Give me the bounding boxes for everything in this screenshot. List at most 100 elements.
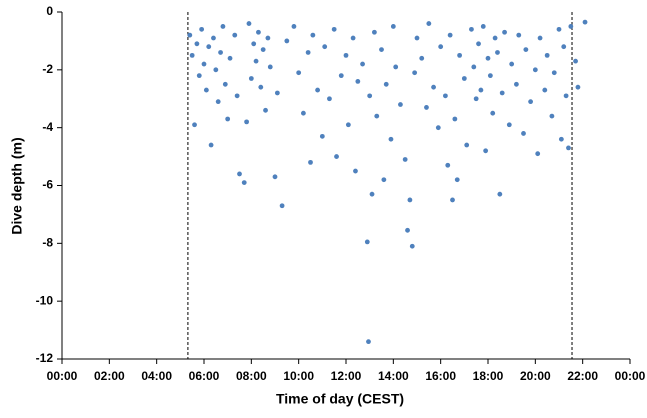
y-tick-label: -2 [42, 62, 53, 76]
data-point [487, 73, 493, 79]
x-tick-label: 12:00 [331, 369, 362, 383]
data-point [196, 73, 202, 79]
data-point [201, 61, 207, 67]
data-point [263, 107, 268, 113]
data-point [383, 81, 389, 87]
data-point [203, 87, 209, 93]
data-point [426, 21, 432, 26]
data-point [246, 21, 252, 26]
data-point [322, 44, 328, 50]
data-point [267, 64, 273, 70]
data-point [516, 32, 522, 38]
x-tick-label: 08:00 [236, 369, 267, 383]
data-point [345, 122, 351, 128]
data-point [189, 52, 195, 58]
data-point [338, 73, 344, 79]
data-point [296, 70, 302, 76]
data-point [471, 64, 477, 70]
y-tick-label: 0 [46, 4, 53, 18]
data-point [492, 35, 498, 41]
data-point [381, 177, 387, 183]
data-point [308, 159, 313, 165]
data-point [244, 119, 250, 125]
x-tick-label: 02:00 [94, 369, 125, 383]
data-point [528, 99, 533, 105]
data-point [485, 55, 491, 61]
data-point [478, 87, 484, 93]
data-point [447, 32, 453, 38]
data-point [355, 79, 361, 84]
data-point [556, 26, 562, 32]
data-point [568, 24, 574, 29]
data-point [575, 84, 581, 90]
data-point [514, 81, 519, 87]
x-tick-label: 00:00 [615, 369, 646, 383]
data-point [537, 35, 543, 41]
data-point [353, 168, 358, 174]
data-point [251, 41, 257, 47]
data-point [241, 180, 247, 186]
data-point [360, 61, 365, 67]
data-point [438, 44, 444, 50]
data-point [506, 122, 512, 128]
data-point [521, 131, 526, 136]
x-tick-label: 06:00 [189, 369, 220, 383]
data-point [469, 26, 474, 32]
data-point [253, 58, 259, 64]
data-point [566, 145, 571, 151]
data-point [450, 197, 455, 203]
x-tick-label: 04:00 [141, 369, 172, 383]
data-point [220, 24, 226, 29]
data-point [523, 47, 529, 52]
data-point [301, 110, 306, 116]
y-tick-label: -10 [36, 293, 54, 307]
data-point [279, 203, 285, 209]
data-point [350, 35, 356, 41]
y-tick-label: -6 [42, 178, 53, 192]
data-point [535, 151, 541, 157]
data-point [499, 90, 505, 96]
data-point [558, 136, 564, 142]
data-point [563, 93, 569, 99]
data-point [542, 87, 548, 93]
data-point [372, 29, 377, 35]
data-point [310, 32, 316, 38]
data-point [414, 35, 420, 41]
data-point [544, 52, 550, 58]
data-point [502, 29, 507, 35]
data-point [272, 174, 278, 180]
data-point [490, 110, 496, 116]
data-point [222, 81, 228, 87]
data-point [315, 87, 320, 93]
data-point [366, 339, 371, 345]
y-tick-label: -8 [42, 236, 53, 250]
data-point [582, 19, 588, 25]
x-tick-label: 18:00 [473, 369, 504, 383]
data-point [412, 70, 418, 76]
data-point [232, 32, 238, 38]
data-point [532, 67, 538, 73]
data-point [331, 26, 337, 32]
data-point [364, 239, 370, 245]
y-tick-label: -12 [36, 351, 54, 365]
data-point [327, 96, 332, 102]
data-point [419, 55, 425, 61]
data-point [256, 29, 261, 35]
x-tick-label: 20:00 [520, 369, 551, 383]
y-tick-label: -4 [42, 120, 53, 134]
data-point [509, 61, 515, 67]
data-point [213, 67, 219, 73]
data-point [454, 177, 460, 183]
data-point [284, 38, 290, 44]
data-point [208, 142, 214, 148]
data-point [234, 93, 240, 99]
data-point [476, 41, 481, 47]
data-point [445, 162, 451, 168]
data-point [334, 154, 339, 159]
data-point [457, 52, 462, 58]
y-axis-title: Dive depth (m) [9, 137, 25, 234]
data-point [374, 113, 380, 119]
data-point [369, 191, 375, 197]
data-point [402, 157, 408, 162]
